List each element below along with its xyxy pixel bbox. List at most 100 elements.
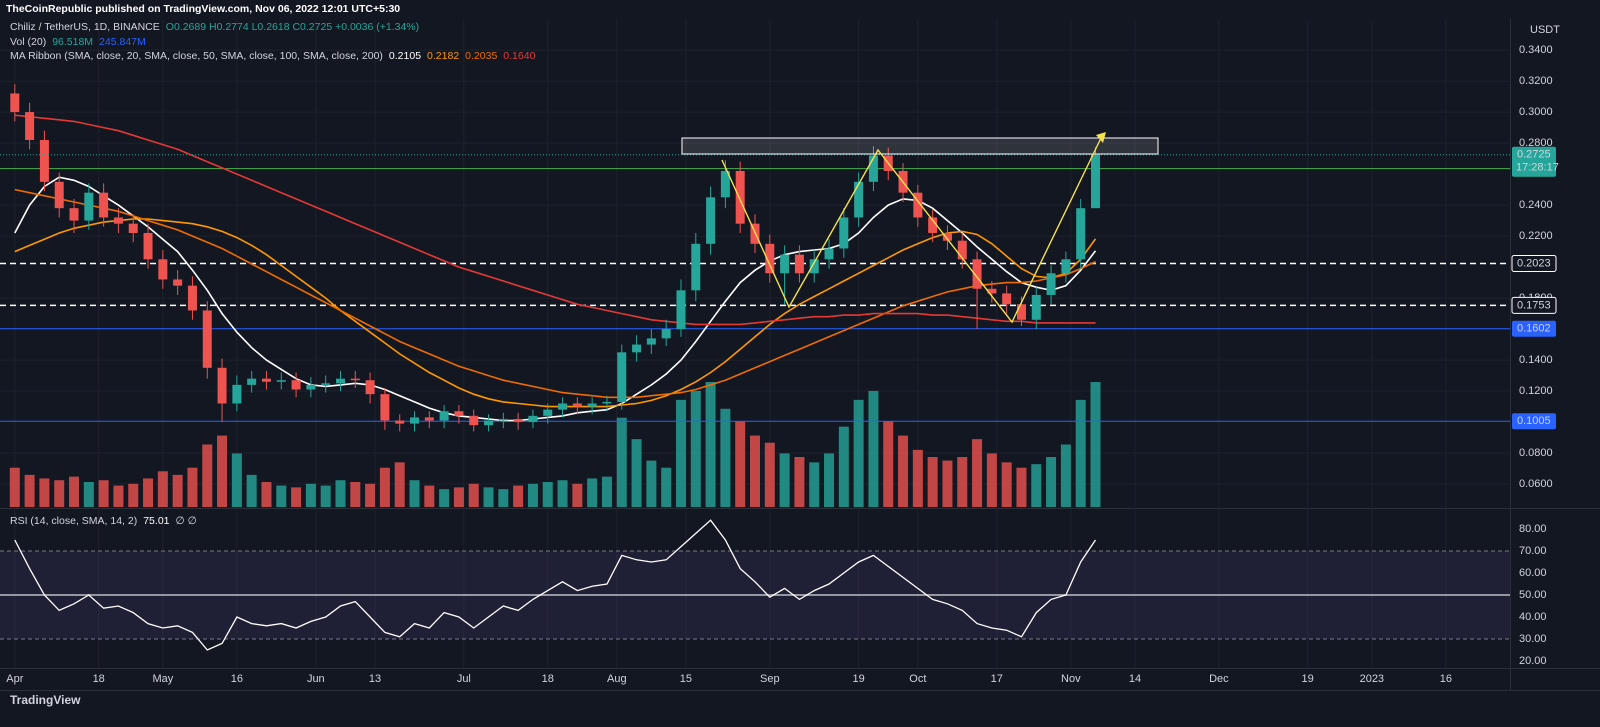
- volume-bar: [675, 399, 686, 507]
- candle-body: [824, 248, 834, 260]
- candle-body: [113, 217, 123, 224]
- candle-body: [439, 411, 449, 421]
- volume-bar: [365, 483, 376, 507]
- y-tick-label: 0.3400: [1519, 44, 1553, 56]
- volume-bar: [572, 483, 583, 507]
- volume-bar: [1031, 464, 1042, 507]
- publisher-line: TheCoinRepublic published on TradingView…: [6, 3, 401, 15]
- candle-body: [276, 380, 286, 382]
- y-tick-label: 0.0800: [1519, 447, 1553, 459]
- candle-body: [10, 93, 20, 113]
- volume-bar: [409, 480, 420, 507]
- volume-bar: [24, 474, 35, 507]
- volume-bar: [128, 483, 139, 507]
- candle-body: [202, 310, 212, 368]
- rsi-value: 75.01: [143, 515, 170, 527]
- currency-label: USDT: [1530, 24, 1560, 36]
- candle-body: [335, 378, 345, 384]
- volume-bar: [217, 435, 228, 507]
- x-tick-label: May: [152, 673, 173, 685]
- volume-bar: [705, 382, 716, 507]
- volume-bar: [853, 399, 864, 507]
- volume-bar: [1001, 462, 1012, 507]
- volume-bar: [1090, 382, 1101, 507]
- candle-body: [469, 415, 479, 426]
- volume-bar: [9, 467, 20, 507]
- candle-body: [883, 155, 893, 171]
- x-tick-label: 2023: [1360, 673, 1384, 685]
- y-tick-label: 0.2200: [1519, 230, 1553, 242]
- volume-bar: [172, 474, 183, 507]
- candle-body: [498, 418, 508, 421]
- countdown-label: 17:28:17: [1516, 162, 1559, 174]
- candle-body: [395, 420, 405, 424]
- x-tick-label: Nov: [1061, 673, 1081, 685]
- volume-bar: [557, 480, 568, 507]
- candle-body: [217, 367, 227, 404]
- candle-body: [913, 192, 923, 218]
- candle-body: [232, 384, 242, 404]
- volume-bar: [157, 471, 168, 507]
- candle-body: [898, 170, 908, 193]
- volume-bar: [39, 478, 50, 507]
- x-tick-label: 19: [1302, 673, 1314, 685]
- x-tick-label: Jun: [307, 673, 325, 685]
- volume-bar: [320, 485, 331, 507]
- volume-bar: [690, 390, 701, 507]
- volume-bar: [83, 482, 94, 507]
- brand: TradingView: [10, 693, 81, 707]
- volume-bar: [601, 476, 612, 507]
- y-tick-label: 0.1400: [1519, 354, 1553, 366]
- volume-bar: [986, 453, 997, 507]
- price-label: 0.2725: [1517, 149, 1551, 161]
- volume-bar: [809, 462, 820, 507]
- x-tick-label: 18: [93, 673, 105, 685]
- ma-value: 0.1640: [503, 50, 536, 62]
- volume-bar: [261, 482, 272, 507]
- level-label: 0.1005: [1517, 415, 1551, 427]
- volume-bar: [646, 460, 657, 507]
- rsi-name: RSI (14, close, SMA, 14, 2): [10, 515, 138, 527]
- x-tick-label: Jul: [457, 673, 471, 685]
- volume-name: Vol (20): [10, 36, 47, 48]
- candle-body: [868, 155, 878, 182]
- candle-body: [39, 139, 49, 182]
- candle-body: [1016, 304, 1026, 320]
- volume-bar: [231, 453, 242, 507]
- volume-bar: [527, 483, 538, 507]
- candle-body: [720, 170, 730, 198]
- volume-bar: [54, 480, 65, 507]
- volume-bar: [291, 487, 302, 507]
- volume-bar: [750, 435, 760, 507]
- candle-body: [187, 285, 197, 311]
- ma-name: MA Ribbon (SMA, close, 20, SMA, close, 5…: [10, 50, 383, 62]
- candle-body: [528, 415, 538, 423]
- volume-bar: [468, 483, 479, 507]
- rsi-tick-label: 70.00: [1519, 545, 1547, 557]
- ohlc: O0.2689 H0.2774 L0.2618 C0.2725 +0.0036 …: [165, 21, 420, 33]
- candle-body: [1002, 293, 1012, 305]
- candle-body: [1046, 273, 1056, 295]
- candle-body: [1061, 259, 1071, 274]
- candle-body: [128, 223, 138, 233]
- level-badge: [1511, 296, 1557, 314]
- y-tick-label: 0.1200: [1519, 385, 1553, 397]
- volume-bar: [794, 457, 805, 507]
- x-tick-label: 18: [542, 673, 554, 685]
- volume-bar: [779, 453, 790, 507]
- candle-body: [632, 344, 642, 353]
- candle-body: [676, 290, 686, 330]
- volume-bar: [69, 476, 80, 507]
- price-badge: [1512, 146, 1556, 177]
- volume-bar: [912, 449, 923, 507]
- level-label: 0.1753: [1517, 299, 1551, 311]
- volume-ma-value: 245.847M: [99, 36, 146, 48]
- candle-body: [928, 217, 938, 233]
- x-tick-label: Sep: [760, 673, 780, 685]
- ma-legend: MA Ribbon (SMA, close, 20, SMA, close, 5…: [10, 50, 535, 62]
- candle-body: [69, 208, 79, 221]
- rsi-tick-label: 20.00: [1519, 655, 1547, 667]
